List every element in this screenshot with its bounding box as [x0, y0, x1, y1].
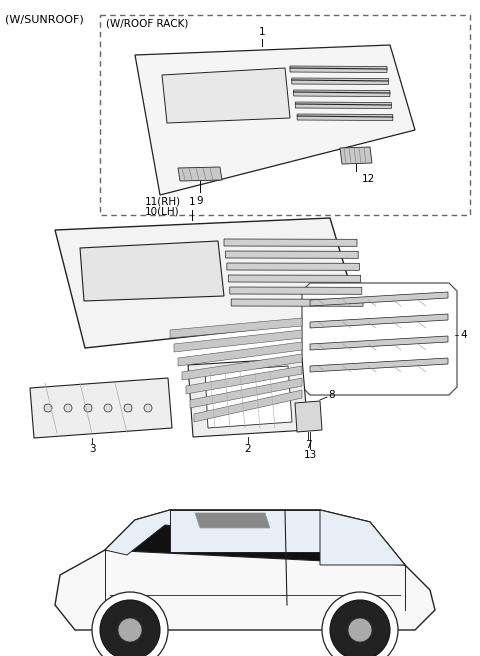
- Polygon shape: [105, 510, 200, 555]
- Text: 13: 13: [303, 450, 317, 460]
- Text: (W/ROOF RACK): (W/ROOF RACK): [106, 19, 188, 29]
- Polygon shape: [295, 401, 322, 432]
- Polygon shape: [105, 510, 405, 565]
- Circle shape: [44, 404, 52, 412]
- Polygon shape: [162, 68, 290, 123]
- Polygon shape: [205, 366, 292, 428]
- Circle shape: [118, 618, 142, 642]
- Polygon shape: [227, 263, 360, 270]
- Polygon shape: [170, 318, 302, 338]
- Polygon shape: [340, 147, 372, 164]
- Polygon shape: [310, 314, 448, 328]
- Polygon shape: [178, 342, 302, 366]
- Polygon shape: [294, 90, 390, 96]
- Polygon shape: [310, 292, 448, 306]
- Text: 9: 9: [197, 196, 204, 206]
- Polygon shape: [224, 239, 357, 246]
- Polygon shape: [297, 114, 393, 121]
- Polygon shape: [190, 378, 302, 408]
- Polygon shape: [30, 378, 172, 438]
- Circle shape: [64, 404, 72, 412]
- Polygon shape: [230, 287, 362, 295]
- Polygon shape: [194, 390, 302, 422]
- Polygon shape: [295, 102, 391, 108]
- Polygon shape: [310, 336, 448, 350]
- Text: 10(LH): 10(LH): [145, 207, 180, 217]
- Polygon shape: [292, 78, 388, 85]
- Text: 12: 12: [362, 174, 375, 184]
- Circle shape: [124, 404, 132, 412]
- Circle shape: [84, 404, 92, 412]
- Circle shape: [330, 600, 390, 656]
- FancyBboxPatch shape: [100, 15, 470, 215]
- Polygon shape: [55, 510, 435, 630]
- Text: 4: 4: [460, 330, 467, 340]
- Polygon shape: [231, 299, 363, 306]
- Polygon shape: [320, 510, 405, 565]
- Polygon shape: [135, 45, 415, 195]
- Polygon shape: [195, 513, 270, 528]
- Circle shape: [104, 404, 112, 412]
- Polygon shape: [188, 358, 308, 437]
- Polygon shape: [228, 275, 360, 282]
- Polygon shape: [290, 66, 387, 73]
- Polygon shape: [80, 241, 224, 301]
- Polygon shape: [302, 283, 457, 395]
- Polygon shape: [186, 366, 302, 394]
- Polygon shape: [178, 167, 222, 181]
- Text: 7: 7: [305, 440, 312, 450]
- Circle shape: [100, 600, 160, 656]
- Text: 3: 3: [89, 444, 96, 454]
- Circle shape: [144, 404, 152, 412]
- Polygon shape: [182, 354, 302, 380]
- Circle shape: [348, 618, 372, 642]
- Polygon shape: [170, 510, 320, 552]
- Text: (W/SUNROOF): (W/SUNROOF): [5, 14, 84, 24]
- Circle shape: [322, 592, 398, 656]
- Polygon shape: [226, 251, 358, 258]
- Polygon shape: [55, 218, 360, 348]
- Text: 1: 1: [189, 197, 195, 207]
- Text: 8: 8: [328, 390, 335, 400]
- Polygon shape: [310, 358, 448, 372]
- Text: 2: 2: [245, 444, 252, 454]
- Polygon shape: [174, 330, 302, 352]
- Circle shape: [92, 592, 168, 656]
- Text: 1: 1: [259, 27, 265, 37]
- Text: 11(RH): 11(RH): [145, 196, 181, 206]
